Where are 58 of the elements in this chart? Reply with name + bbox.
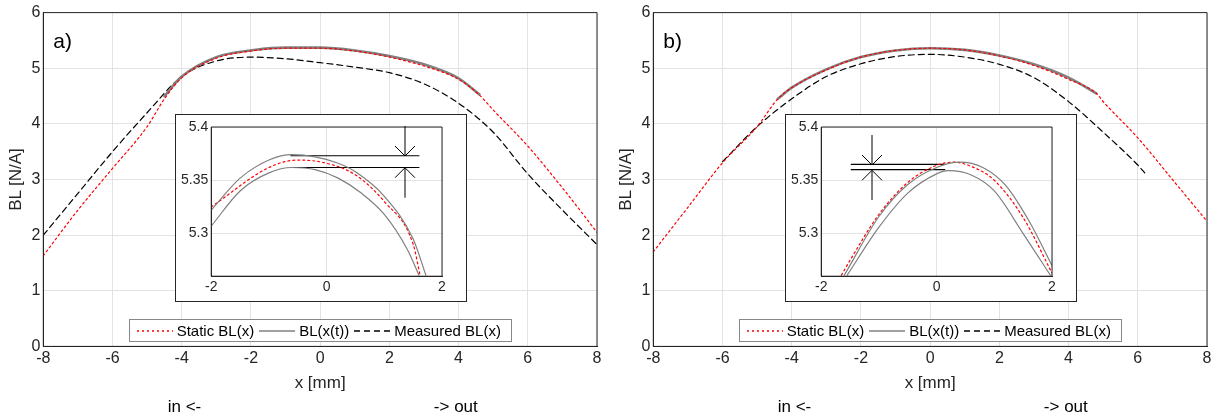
x-tick-label: -4 <box>784 349 799 367</box>
x-tick-label: 2 <box>994 349 1004 367</box>
x-tick-label: 4 <box>454 349 464 367</box>
y-tick-label: 1 <box>641 281 651 299</box>
x-tick-label: 6 <box>1133 349 1143 367</box>
y-tick-label: 0 <box>641 336 651 354</box>
x-axis-title: x [mm] <box>904 373 956 393</box>
text: in <- <box>777 396 812 416</box>
x-tick-label: 4 <box>1064 349 1074 367</box>
y-tick-label: 2 <box>641 225 651 243</box>
x-tick-label: 6 <box>523 349 533 367</box>
y-tick-label: 5.4 <box>798 118 819 135</box>
legend-label: Measured BL(x) <box>394 322 501 340</box>
y-axis-title: BL [N/A] <box>615 148 635 211</box>
text: in <- <box>167 396 202 416</box>
x-tick-label: 2 <box>438 278 447 295</box>
y-tick-label: 5.35 <box>791 171 819 188</box>
x-tick-label: 0 <box>315 349 325 367</box>
legend-label: BL(x(t)) <box>299 322 350 340</box>
legend-label: BL(x(t)) <box>909 322 960 340</box>
x-tick-label: 8 <box>1202 349 1212 367</box>
y-tick-label: 6 <box>641 3 651 21</box>
y-tick-label: 6 <box>31 3 41 21</box>
y-tick-label: 0 <box>31 336 41 354</box>
x-tick-label: -2 <box>205 278 218 295</box>
y-tick-label: 5 <box>641 58 651 76</box>
x-tick-label: -2 <box>815 278 828 295</box>
legend-label: Static BL(x) <box>176 322 255 340</box>
y-tick-label: 5.4 <box>188 118 209 135</box>
text: -> out <box>1043 396 1089 416</box>
y-tick-label: 5.35 <box>181 171 209 188</box>
x-tick-label: -2 <box>243 349 259 367</box>
x-tick-label: 2 <box>1048 278 1057 295</box>
x-axis-title: x [mm] <box>294 373 346 393</box>
x-tick-label: -6 <box>715 349 730 367</box>
x-tick-label: 0 <box>932 278 941 295</box>
annotation: a) <box>53 29 72 53</box>
y-tick-label: 5.3 <box>798 224 819 241</box>
y-tick-label: 5 <box>31 58 41 76</box>
legend-label: Measured BL(x) <box>1004 322 1111 340</box>
y-tick-label: 3 <box>641 169 651 187</box>
y-tick-label: 2 <box>31 225 41 243</box>
x-tick-label: 8 <box>592 349 602 367</box>
x-tick-label: -4 <box>174 349 189 367</box>
y-tick-label: 3 <box>31 169 41 187</box>
x-tick-label: 0 <box>322 278 331 295</box>
y-tick-label: 5.3 <box>188 224 209 241</box>
y-tick-label: 4 <box>641 114 651 132</box>
y-axis-title: BL [N/A] <box>5 148 25 211</box>
y-tick-label: 4 <box>31 114 41 132</box>
annotation: b) <box>663 29 682 53</box>
x-tick-label: 2 <box>384 349 394 367</box>
x-tick-label: 0 <box>925 349 935 367</box>
text: -> out <box>433 396 479 416</box>
legend-label: Static BL(x) <box>786 322 865 340</box>
x-tick-label: -6 <box>105 349 120 367</box>
y-tick-label: 1 <box>31 281 41 299</box>
x-tick-label: -2 <box>853 349 869 367</box>
